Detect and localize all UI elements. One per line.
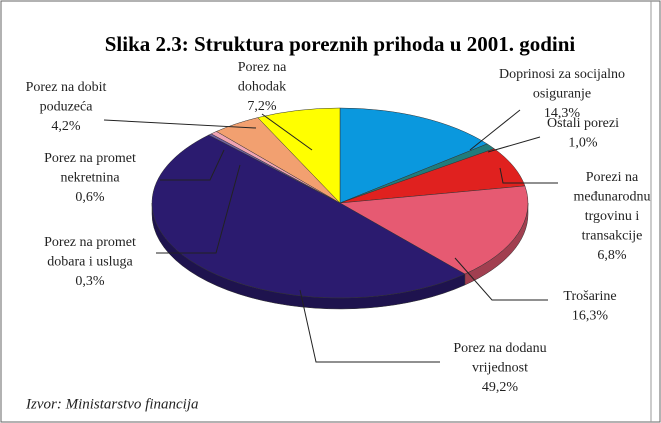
source-note: Izvor: Ministarstvo financija [25, 396, 199, 412]
leader-line [499, 167, 558, 184]
slice-label: Porez na [238, 60, 287, 75]
leader-line [299, 289, 440, 363]
slice-label: poduzeća [40, 100, 94, 115]
slice-label: vrijednost [472, 361, 528, 376]
value-label: 16,3% [572, 309, 609, 324]
slice-label: transakcije [582, 229, 643, 244]
slice-label: Trošarine [563, 289, 616, 304]
value-label: 49,2% [482, 380, 519, 395]
plot: Doprinosi za socijalno osiguranje 14,3%Ost… [26, 60, 651, 395]
slice-label: Doprinosi za socijalno [499, 67, 625, 82]
leader-line [156, 164, 241, 254]
leader-line [454, 257, 548, 301]
slice-label: Porezi na [586, 170, 639, 185]
leader-line [261, 113, 313, 151]
slice-label: Porez na dobit [26, 80, 107, 95]
chart-title: Slika 2.3: Struktura poreznih prihoda u … [105, 32, 576, 56]
slice-label: dohodak [238, 80, 286, 95]
slice-label: Porez na dodanu [453, 341, 546, 356]
leader-line [103, 119, 257, 129]
slice-label: Porez na promet [44, 151, 136, 166]
slice-label: nekretnina [60, 171, 120, 186]
value-label: 14,3% [544, 106, 581, 121]
slice-label: međunarodnu [574, 190, 651, 205]
leader-line [487, 136, 541, 153]
value-label: 0,6% [75, 190, 105, 205]
slice-label: dobara i usluga [47, 255, 133, 270]
value-label: 0,3% [75, 274, 105, 289]
value-label: 7,2% [247, 99, 277, 114]
leader-line [469, 109, 521, 151]
value-label: 6,8% [597, 248, 627, 263]
pie-slice [151, 134, 466, 299]
pie-slice [339, 185, 529, 275]
pie-slice [257, 107, 341, 204]
slice-label: Ostali porezi [547, 116, 619, 131]
slice-label: trgovinu i [585, 209, 640, 224]
leader-line [160, 149, 225, 181]
pie-slice [339, 107, 488, 204]
slice-label: osiguranje [533, 87, 591, 102]
value-label: 1,0% [568, 136, 598, 151]
slice-label: Porez na promet [44, 235, 136, 250]
value-label: 4,2% [51, 119, 81, 134]
